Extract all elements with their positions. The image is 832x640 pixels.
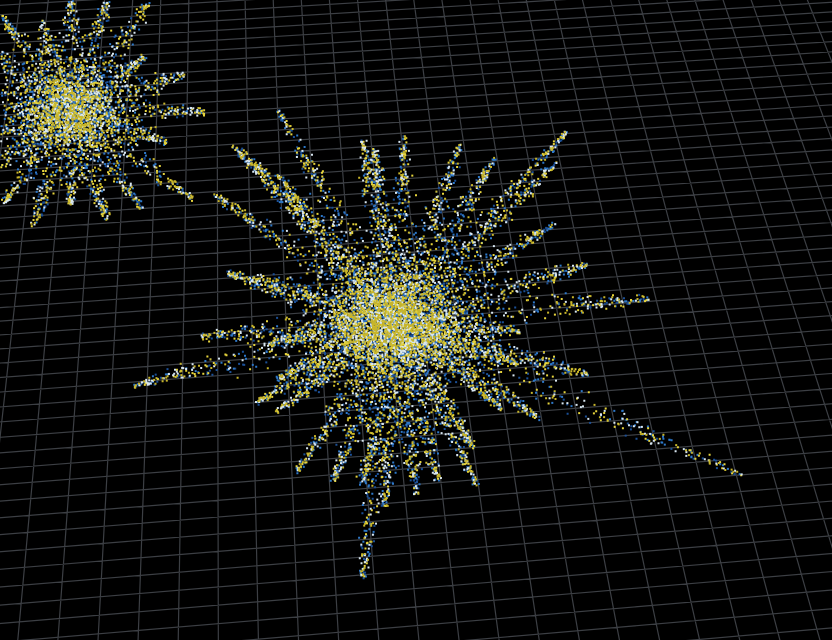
particle-cloud	[0, 0, 743, 580]
particles	[0, 0, 741, 578]
particles	[0, 1, 743, 576]
